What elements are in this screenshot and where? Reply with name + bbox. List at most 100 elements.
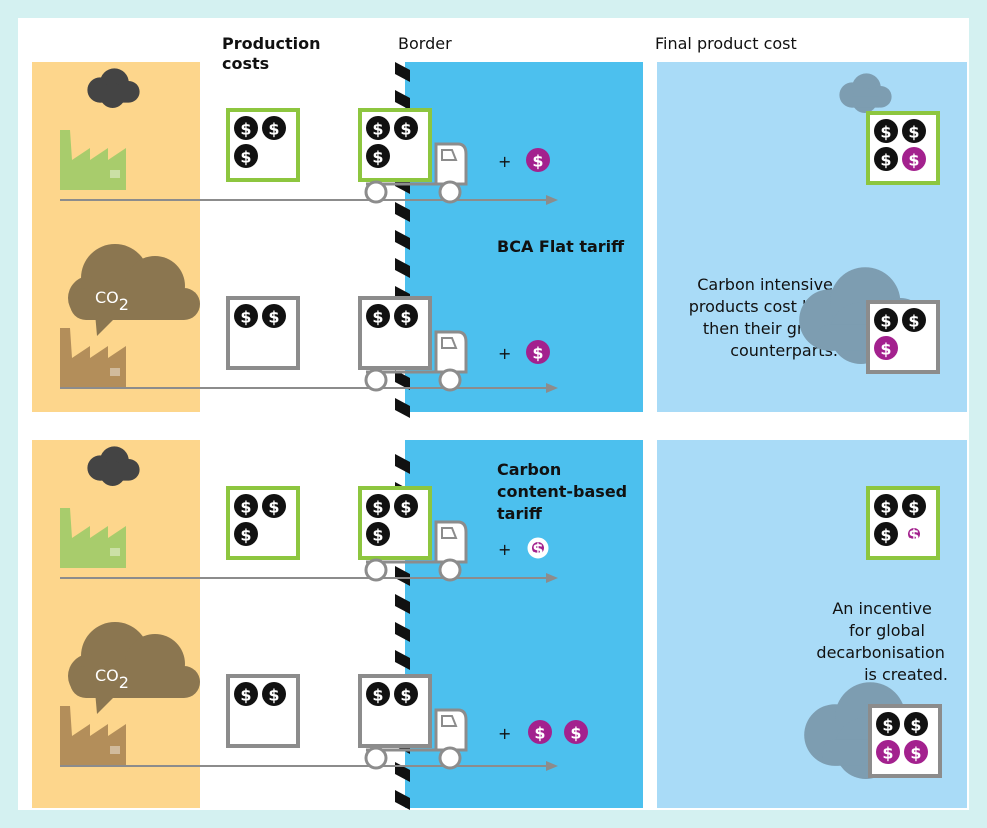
arrow-head <box>546 761 558 771</box>
coin <box>234 116 258 140</box>
truck-cab <box>434 520 468 564</box>
line: costs <box>222 54 269 73</box>
coin-symbol: $ <box>372 148 383 167</box>
coin <box>262 494 286 518</box>
coin-symbol: $ <box>240 120 251 139</box>
wheel <box>364 746 388 770</box>
coin <box>904 712 928 736</box>
coin <box>874 494 898 518</box>
note: Carbon intensive products cost less then… <box>689 275 838 360</box>
coin-symbol: $ <box>268 498 279 517</box>
coin <box>366 304 390 328</box>
coin <box>394 304 418 328</box>
coin-symbol: $ <box>880 123 891 142</box>
border-hatch <box>395 622 410 642</box>
coin <box>528 720 552 744</box>
cloud-part <box>94 91 133 103</box>
coin-symbol: $ <box>880 312 891 331</box>
wheel <box>364 558 388 582</box>
cost-box <box>358 296 432 370</box>
wheel <box>364 368 388 392</box>
truck-cab <box>434 330 468 374</box>
coin <box>874 308 898 332</box>
line: An incentive <box>832 599 932 618</box>
coin-symbol: $ <box>372 526 383 545</box>
coin <box>366 494 390 518</box>
line: is created. <box>864 665 948 684</box>
coin-symbol: $ <box>400 120 411 139</box>
line: for global <box>849 621 925 640</box>
co2-cloud <box>68 622 200 714</box>
cloud-part <box>846 96 885 108</box>
header-label: Production costs <box>222 34 320 73</box>
coin-symbol: $ <box>908 151 919 170</box>
border-hatch <box>395 594 410 614</box>
wheel <box>438 558 462 582</box>
border-hatch <box>395 650 410 670</box>
coin-symbol: $ <box>268 120 279 139</box>
coin-symbol: $ <box>268 308 279 327</box>
coin-symbol: $ <box>908 123 919 142</box>
coin <box>262 682 286 706</box>
coin-symbol: $ <box>240 308 251 327</box>
coin <box>262 304 286 328</box>
coin-symbol: $ <box>570 724 581 743</box>
truck-window <box>441 149 458 161</box>
coin-symbol: $ <box>910 744 921 763</box>
plus: + <box>498 724 511 743</box>
line: Carbon <box>497 460 561 479</box>
coin <box>874 336 898 360</box>
cloud-part <box>70 288 200 320</box>
coin <box>902 308 926 332</box>
arrow-head <box>546 573 558 583</box>
coin <box>366 116 390 140</box>
cloud <box>87 446 140 486</box>
coin-symbol: $ <box>372 686 383 705</box>
coin-symbol: $ <box>532 540 543 559</box>
coin <box>366 682 390 706</box>
coin-symbol: $ <box>880 498 891 517</box>
coin-symbol: $ <box>372 498 383 517</box>
coin <box>234 494 258 518</box>
cloud-part <box>94 469 133 481</box>
coin <box>564 720 588 744</box>
factory-window <box>110 746 120 754</box>
coin <box>366 522 390 546</box>
coin-symbol: $ <box>880 526 891 545</box>
coin-symbol: $ <box>534 724 545 743</box>
coin-symbol: $ <box>908 526 919 545</box>
truck-window <box>441 715 458 727</box>
line: content-based <box>497 482 627 501</box>
plus: + <box>498 152 511 171</box>
factory-window <box>110 170 120 178</box>
line: counterparts. <box>730 341 838 360</box>
coin <box>902 119 926 143</box>
note: An incentive for global decarbonisation … <box>816 599 950 684</box>
coin-symbol: $ <box>372 308 383 327</box>
line: Production <box>222 34 320 53</box>
coin <box>366 144 390 168</box>
co2-sub: 2 <box>119 673 129 692</box>
coin <box>394 494 418 518</box>
coin <box>874 522 898 546</box>
border-hatch <box>395 62 410 82</box>
border-hatch <box>395 258 410 278</box>
cloud <box>839 73 892 113</box>
border-hatch <box>395 566 410 586</box>
line: decarbonisation <box>816 643 945 662</box>
factory-window <box>110 368 120 376</box>
cloud <box>87 68 140 108</box>
coin-symbol: $ <box>880 151 891 170</box>
coin-symbol: $ <box>532 152 543 171</box>
coin-symbol: $ <box>908 498 919 517</box>
coin <box>394 682 418 706</box>
line: products cost less <box>689 297 833 316</box>
coin-symbol: $ <box>880 340 891 359</box>
coin <box>904 740 928 764</box>
coin-symbol: $ <box>240 526 251 545</box>
coin-symbol: $ <box>240 686 251 705</box>
factory <box>60 130 126 190</box>
coin-symbol: $ <box>400 498 411 517</box>
coin <box>874 119 898 143</box>
